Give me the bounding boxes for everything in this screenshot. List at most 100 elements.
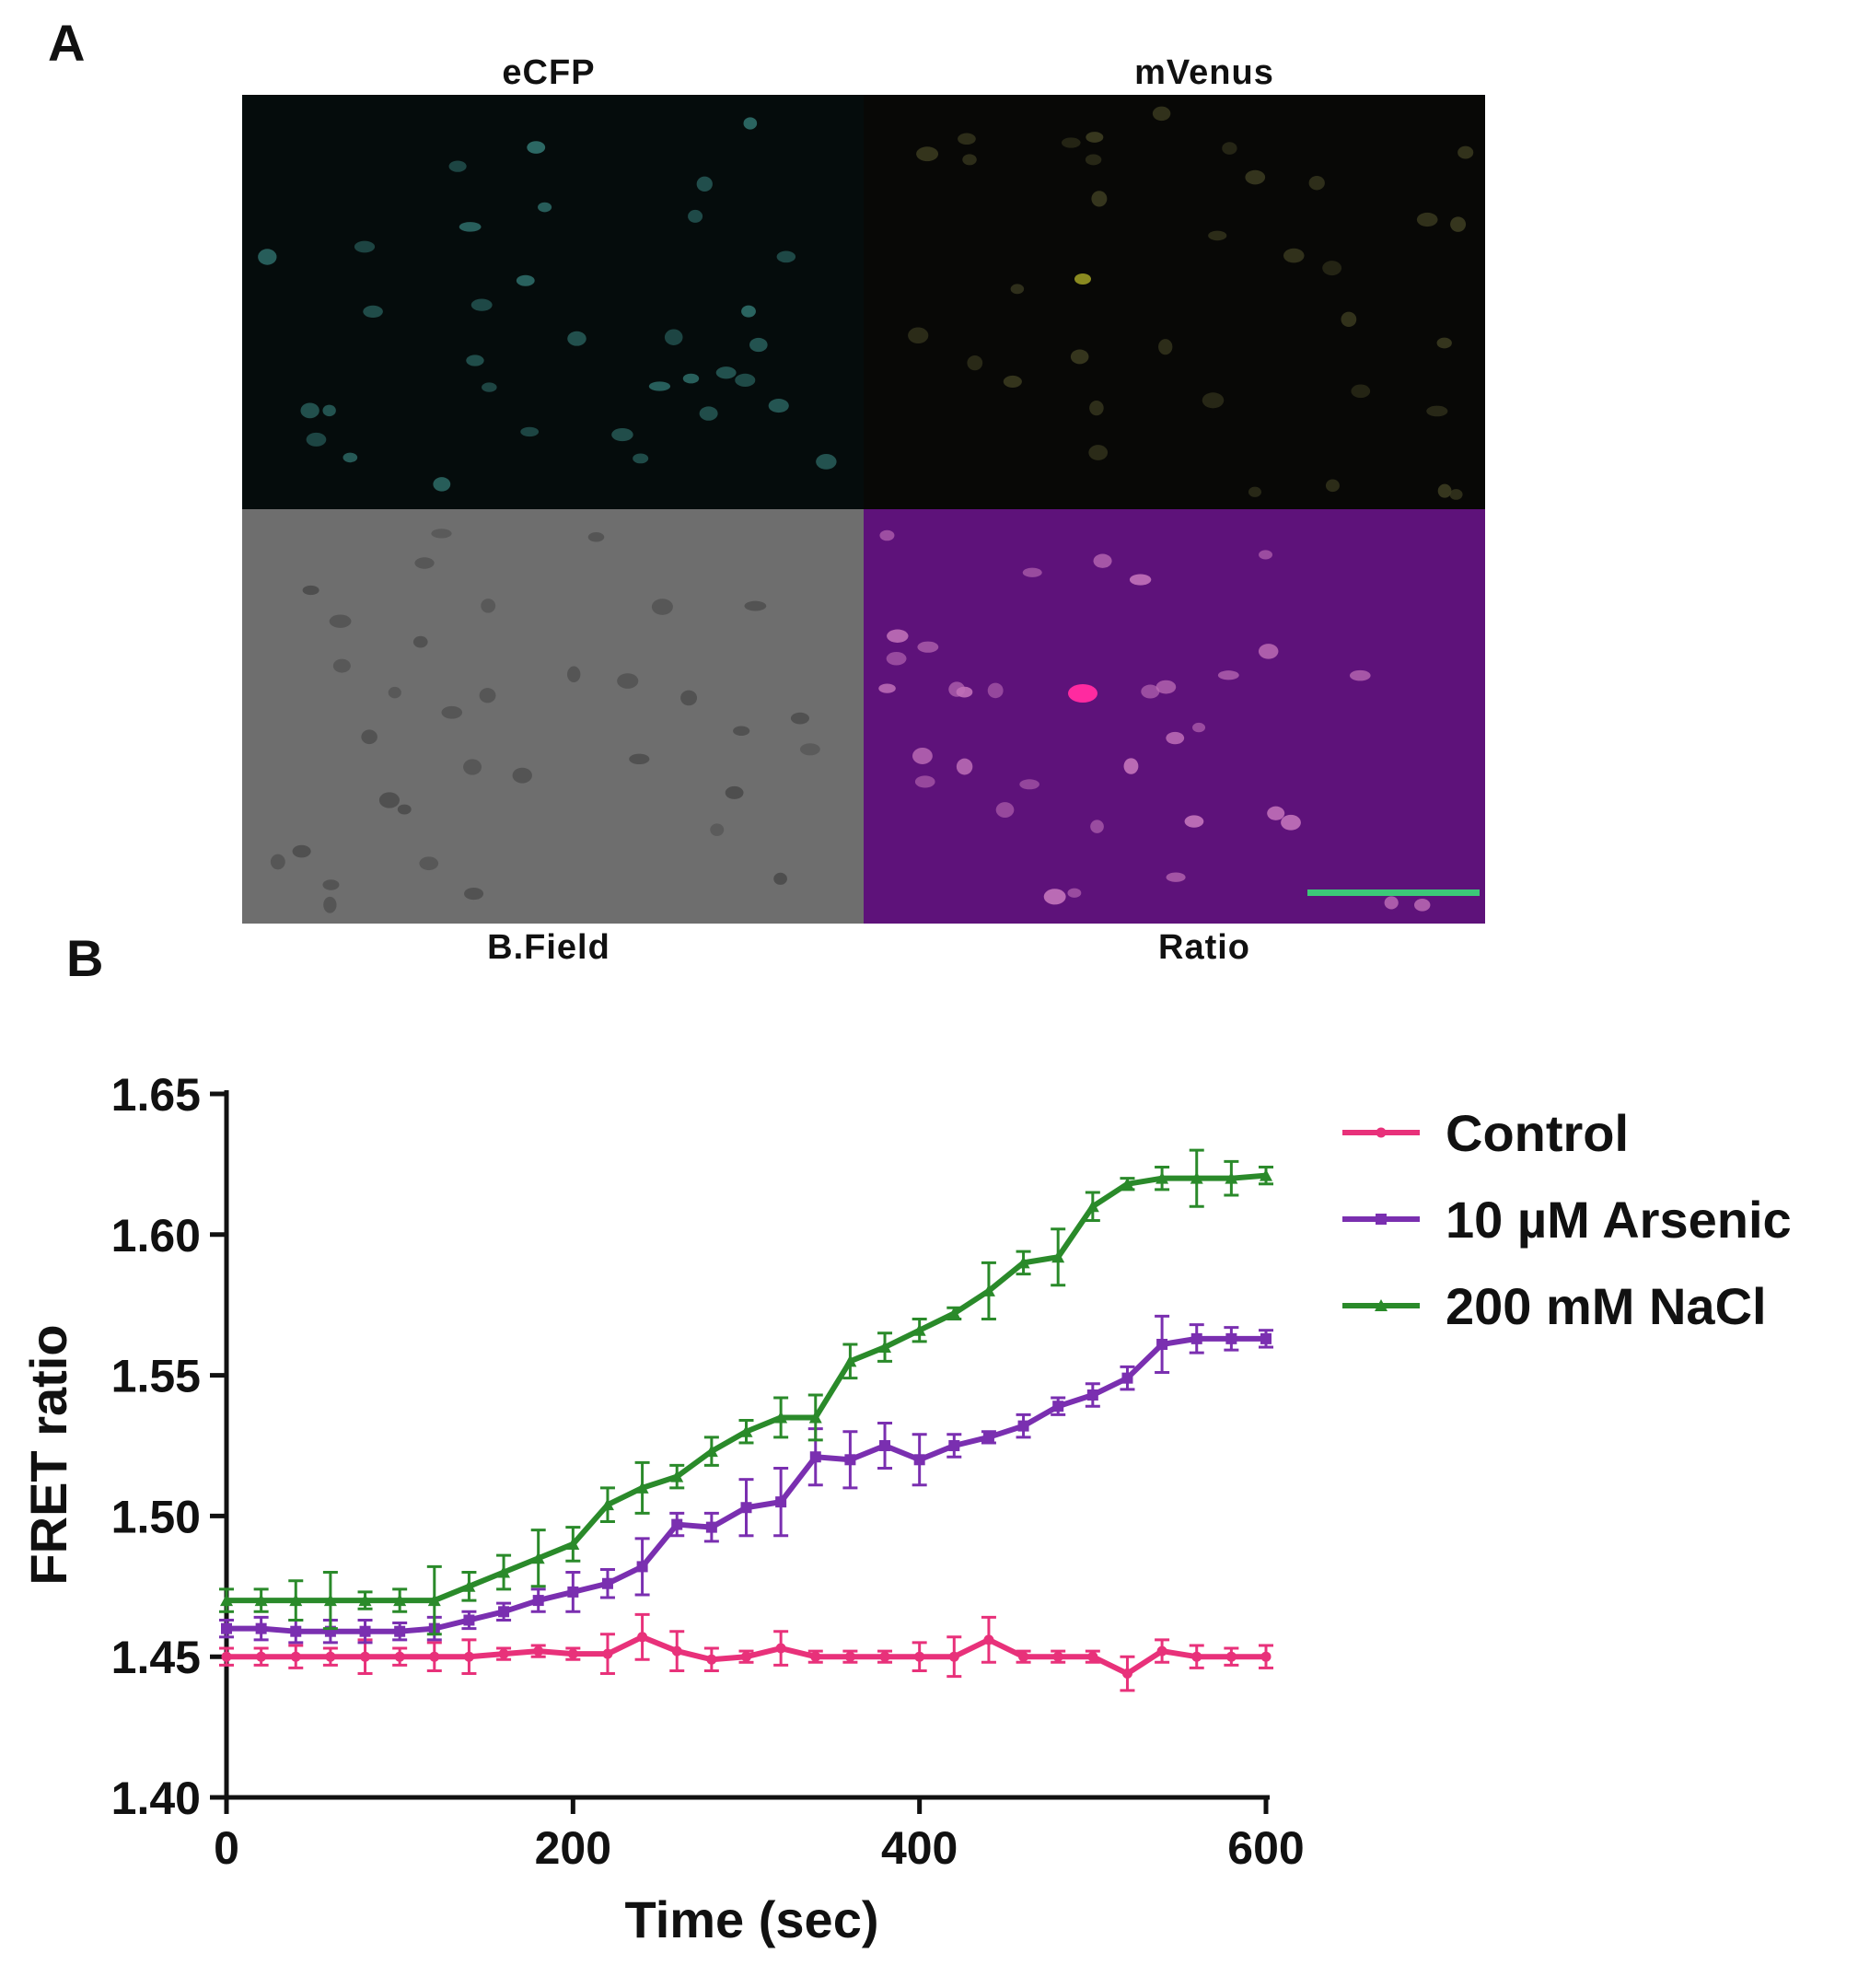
data-point bbox=[289, 1594, 303, 1607]
cell bbox=[1155, 680, 1177, 694]
data-point bbox=[774, 1411, 788, 1424]
cell bbox=[995, 802, 1015, 818]
data-point bbox=[1086, 1200, 1099, 1213]
cell bbox=[587, 532, 605, 542]
data-point bbox=[325, 1651, 336, 1662]
cell bbox=[1384, 896, 1399, 910]
cell bbox=[1043, 889, 1066, 905]
data-point bbox=[359, 1625, 371, 1637]
bright-cell bbox=[1074, 273, 1091, 285]
data-point bbox=[1260, 1168, 1272, 1181]
cell bbox=[908, 327, 929, 344]
cell bbox=[378, 792, 400, 808]
cell bbox=[917, 641, 939, 653]
ecfp-label: eCFP bbox=[502, 53, 596, 92]
data-point bbox=[1017, 1420, 1029, 1432]
data-point bbox=[1260, 1651, 1272, 1662]
cell bbox=[397, 804, 412, 815]
data-point bbox=[393, 1594, 407, 1607]
cell bbox=[799, 743, 820, 756]
legend-marker bbox=[1375, 1299, 1388, 1311]
data-point bbox=[533, 1645, 544, 1657]
data-point bbox=[948, 1651, 959, 1662]
data-point bbox=[600, 1498, 614, 1511]
cell bbox=[1325, 479, 1340, 493]
cell bbox=[962, 154, 977, 166]
cell bbox=[363, 305, 383, 319]
cell bbox=[715, 366, 737, 379]
data-point bbox=[1225, 1171, 1238, 1184]
cell bbox=[1129, 574, 1152, 586]
data-point bbox=[671, 1518, 683, 1530]
data-point bbox=[1260, 1332, 1272, 1344]
data-point bbox=[532, 1595, 544, 1607]
data-point bbox=[843, 1354, 857, 1367]
y-tick-label: 1.65 bbox=[111, 1069, 201, 1121]
cell bbox=[633, 453, 649, 464]
cell bbox=[1437, 483, 1452, 498]
cell bbox=[1202, 392, 1225, 409]
cell bbox=[967, 355, 983, 371]
cell bbox=[1248, 486, 1261, 497]
data-point bbox=[706, 1654, 717, 1665]
cell bbox=[332, 658, 351, 673]
data-point bbox=[497, 1565, 511, 1578]
data-point bbox=[566, 1537, 580, 1550]
cell bbox=[1341, 311, 1357, 327]
cell bbox=[419, 856, 439, 871]
cell bbox=[527, 141, 546, 154]
legend-label: 10 µM Arsenic bbox=[1446, 1191, 1792, 1249]
data-point bbox=[810, 1651, 821, 1662]
cell bbox=[1089, 401, 1104, 416]
data-point bbox=[429, 1651, 440, 1662]
cell bbox=[258, 249, 277, 265]
data-point bbox=[879, 1440, 891, 1451]
data-point bbox=[427, 1594, 441, 1607]
data-point bbox=[637, 1632, 648, 1643]
cell bbox=[329, 614, 352, 628]
data-point bbox=[498, 1606, 510, 1618]
data-point bbox=[394, 1625, 406, 1637]
data-point bbox=[878, 1341, 892, 1354]
cell bbox=[1308, 175, 1325, 191]
cell bbox=[300, 402, 319, 419]
x-tick-label: 0 bbox=[214, 1822, 239, 1874]
data-point bbox=[704, 1445, 718, 1458]
cell bbox=[749, 337, 768, 353]
cell bbox=[912, 747, 933, 764]
cell bbox=[768, 399, 789, 413]
cell bbox=[441, 705, 463, 719]
data-point bbox=[1087, 1651, 1098, 1662]
cell bbox=[306, 432, 327, 447]
data-point bbox=[1086, 1389, 1098, 1401]
data-point bbox=[1052, 1401, 1064, 1413]
cell bbox=[1259, 550, 1272, 560]
data-point bbox=[947, 1307, 961, 1320]
cell bbox=[664, 329, 683, 345]
legend-entry: Control bbox=[1342, 1104, 1629, 1162]
cell bbox=[1090, 820, 1104, 833]
data-point bbox=[1190, 1171, 1203, 1184]
x-tick-label: 600 bbox=[1227, 1822, 1304, 1874]
cell bbox=[1088, 445, 1109, 460]
cell bbox=[1061, 137, 1081, 148]
data-point bbox=[254, 1594, 268, 1607]
data-point bbox=[602, 1648, 613, 1659]
cell bbox=[1184, 815, 1204, 828]
cell bbox=[1158, 339, 1173, 355]
data-point bbox=[982, 1431, 994, 1443]
cell bbox=[463, 759, 482, 775]
data-point bbox=[671, 1645, 682, 1657]
data-point bbox=[290, 1625, 302, 1637]
cell bbox=[520, 426, 540, 437]
cell bbox=[948, 681, 966, 697]
cell bbox=[688, 209, 703, 223]
data-point bbox=[879, 1651, 890, 1662]
data-point bbox=[1018, 1651, 1029, 1662]
cell bbox=[567, 666, 581, 683]
data-point bbox=[1016, 1256, 1030, 1269]
data-point bbox=[808, 1411, 822, 1424]
data-point bbox=[220, 1594, 233, 1607]
data-point bbox=[1191, 1651, 1202, 1662]
data-point bbox=[914, 1651, 925, 1662]
